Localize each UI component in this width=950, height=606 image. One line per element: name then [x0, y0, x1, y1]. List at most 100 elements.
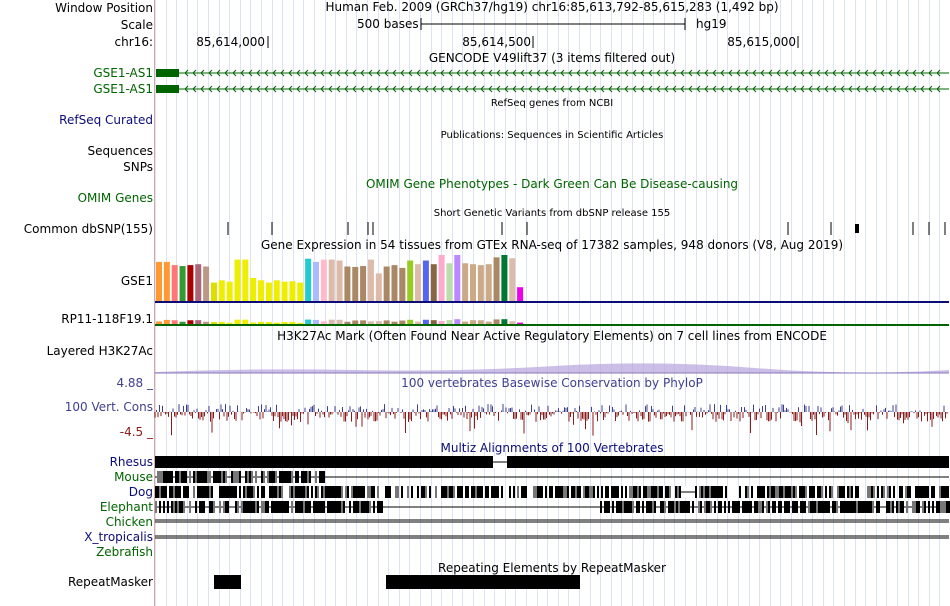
- gtex-bar: [383, 320, 390, 324]
- gtex-bar: [226, 322, 233, 324]
- gtex-bar: [399, 267, 406, 301]
- refseq-curated-label[interactable]: RefSeq Curated: [59, 113, 153, 127]
- publications-track-title[interactable]: Publications: Sequences in Scientific Ar…: [440, 130, 664, 141]
- multiz-alignments[interactable]: [155, 455, 950, 560]
- tick-label: 85,614,000: [196, 35, 265, 49]
- species-label[interactable]: Rhesus: [109, 455, 153, 469]
- gtex-bar: [305, 319, 312, 324]
- gtex-bar: [313, 261, 319, 301]
- db-label: hg19: [696, 17, 727, 31]
- gtex-bar: [203, 266, 210, 301]
- scale-label: Scale: [120, 18, 153, 32]
- gtex-bar: [187, 265, 194, 301]
- gtex-bar: [360, 266, 367, 301]
- gtex-bar: [383, 266, 390, 301]
- species-label[interactable]: Zebrafish: [96, 545, 153, 559]
- gtex-track-title[interactable]: Gene Expression in 54 tissues from GTEx …: [260, 238, 844, 252]
- gencode-genes[interactable]: [155, 66, 950, 96]
- dbsnp-track-title[interactable]: Short Genetic Variants from dbSNP releas…: [433, 208, 671, 219]
- gtex-bar: [375, 321, 382, 324]
- gtex-bar: [477, 320, 484, 324]
- species-label[interactable]: Chicken: [105, 515, 153, 529]
- species-label[interactable]: Mouse: [114, 470, 153, 484]
- h3k27ac-track-title[interactable]: H3K27Ac Mark (Often Found Near Active Re…: [277, 329, 827, 343]
- gtex-bar: [297, 322, 304, 324]
- species-label[interactable]: Dog: [128, 485, 153, 499]
- gtex-bar: [226, 281, 233, 301]
- gtex-bar: [375, 273, 382, 301]
- repeatmasker-label[interactable]: RepeatMasker: [67, 575, 153, 589]
- gtex-bar: [179, 321, 186, 324]
- gene-label[interactable]: GSE1-AS1: [93, 66, 153, 80]
- gtex-bar: [320, 321, 327, 324]
- tick-label: 85,614,500: [462, 35, 531, 49]
- gtex-bar: [501, 319, 508, 324]
- gtex-bar: [430, 264, 437, 301]
- phylop-label[interactable]: 100 Vert. Cons: [64, 400, 153, 414]
- gtex-bar: [493, 319, 500, 324]
- gtex-bar: [281, 321, 288, 324]
- phylop-conservation-plot[interactable]: [154, 392, 950, 438]
- repeatmasker-elements[interactable]: [155, 575, 950, 591]
- gtex-bar: [273, 322, 280, 324]
- gtex-bar: [313, 319, 319, 324]
- gtex-bar: [391, 265, 398, 301]
- label-divider: [154, 0, 155, 606]
- gtex-bar: [517, 322, 524, 324]
- gtex-bar: [407, 319, 414, 324]
- gtex-bar: [218, 280, 225, 301]
- gtex-bar: [360, 320, 367, 324]
- dbsnp-label[interactable]: Common dbSNP(155): [23, 222, 153, 236]
- gtex-bar: [218, 321, 225, 324]
- gtex-bar: [273, 280, 280, 301]
- gtex-bar: [367, 259, 374, 301]
- gtex-bar: [438, 255, 445, 301]
- species-label[interactable]: X_tropicalis: [84, 530, 153, 544]
- gtex-bar: [156, 321, 162, 324]
- assembly-position: Human Feb. 2009 (GRCh37/hg19) chr16:85,6…: [325, 0, 779, 14]
- gencode-track-title[interactable]: GENCODE V49lift37 (3 items filtered out): [428, 51, 676, 65]
- gtex-bar: [258, 321, 265, 324]
- refseq-track-title[interactable]: RefSeq genes from NCBI: [490, 98, 614, 109]
- gtex-bar: [328, 319, 335, 324]
- gtex-bar: [415, 321, 422, 324]
- gtex-bar: [281, 281, 288, 301]
- sequences-label[interactable]: Sequences: [87, 144, 153, 158]
- scale-text: 500 bases: [357, 17, 419, 31]
- gtex-bar: [430, 320, 437, 324]
- omim-track-title[interactable]: OMIM Gene Phenotypes - Dark Green Can Be…: [365, 177, 739, 191]
- gtex-bar: [399, 320, 406, 324]
- gtex-bar: [344, 266, 351, 301]
- repeatmasker-track-title[interactable]: Repeating Elements by RepeatMasker: [438, 561, 666, 575]
- multiz-track-title[interactable]: Multiz Alignments of 100 Vertebrates: [440, 441, 664, 455]
- gtex-bar: [195, 264, 202, 301]
- phylop-track-title[interactable]: 100 vertebrates Basewise Conservation by…: [401, 376, 703, 390]
- gtex-expression-bars[interactable]: [155, 254, 950, 326]
- gtex-gene-label[interactable]: RP11-118F19.1: [61, 312, 153, 326]
- gtex-bar: [250, 278, 257, 301]
- gtex-bar: [367, 321, 374, 324]
- h3k27ac-label[interactable]: Layered H3K27Ac: [46, 344, 153, 358]
- gtex-bar: [289, 321, 296, 324]
- gtex-gene-label[interactable]: GSE1: [120, 274, 153, 288]
- omim-genes-label[interactable]: OMIM Genes: [77, 191, 153, 205]
- tick-label: 85,615,000: [727, 35, 796, 49]
- gtex-bar: [179, 266, 186, 301]
- gtex-bar: [407, 260, 414, 301]
- species-label[interactable]: Elephant: [99, 500, 153, 514]
- gtex-bar: [493, 257, 500, 301]
- gtex-bar: [210, 322, 217, 324]
- gtex-bar: [352, 320, 359, 324]
- phylop-min-label: -4.5 _: [119, 425, 153, 439]
- gtex-bar: [462, 263, 469, 301]
- gtex-bar: [352, 266, 359, 301]
- gene-label[interactable]: GSE1-AS1: [93, 82, 153, 96]
- gtex-bar: [210, 282, 217, 301]
- gtex-bar: [163, 261, 170, 301]
- gtex-bar: [462, 321, 469, 324]
- ruler: [267, 18, 799, 48]
- gtex-bar: [391, 321, 398, 324]
- gtex-bar: [305, 258, 312, 301]
- dbsnp-variants[interactable]: [155, 222, 950, 236]
- snps-label[interactable]: SNPs: [123, 160, 153, 174]
